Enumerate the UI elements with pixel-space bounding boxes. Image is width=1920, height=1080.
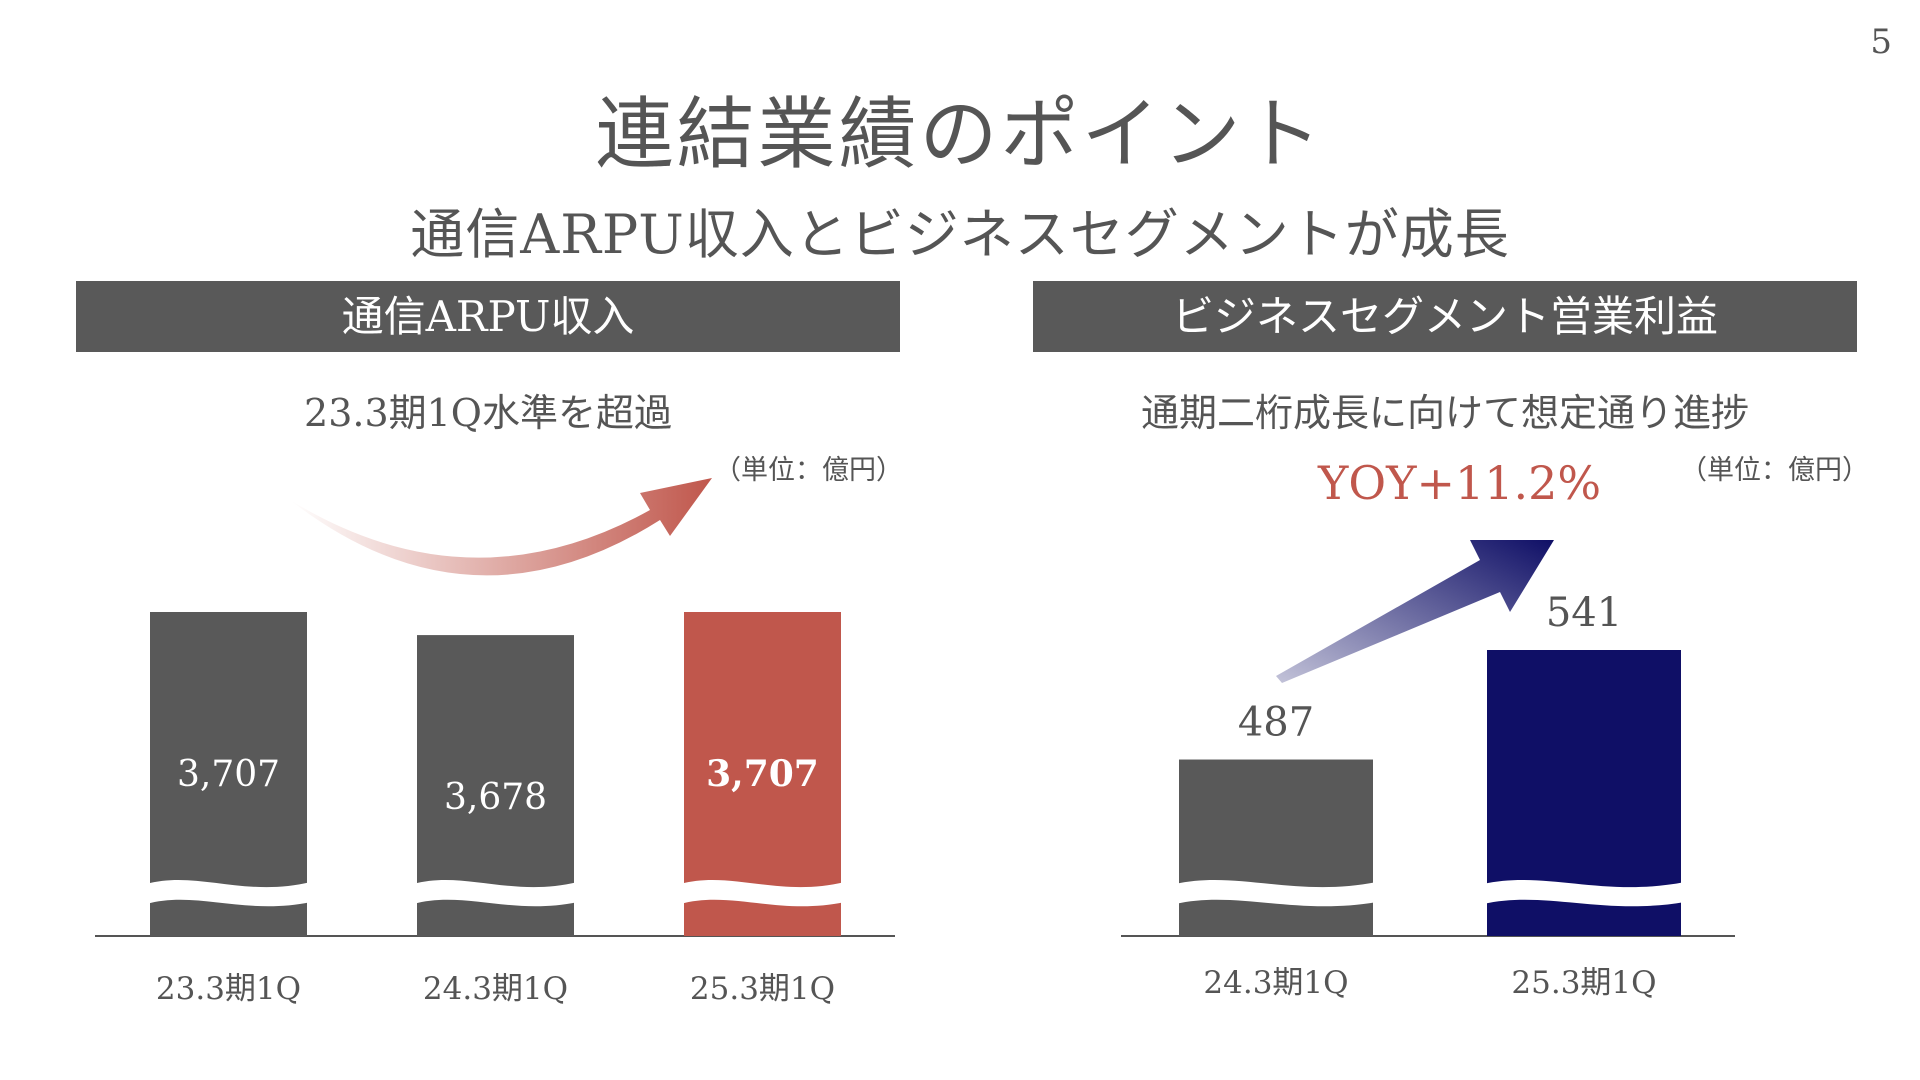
left-unit-label: （単位：億円）: [714, 455, 903, 486]
left-panel-subheading: 23.3期1Q水準を超過: [304, 391, 672, 435]
chart1-break-mark-0: [1175, 879, 1377, 907]
chart1-break-mark-1: [1483, 879, 1685, 907]
chart0-category-label-1: 24.3期1Q: [423, 971, 568, 1007]
page-number: 5: [1870, 22, 1892, 62]
chart0-value-label-1: 3,678: [444, 777, 547, 818]
slide-subtitle: 通信ARPU収入とビジネスセグメントが成長: [410, 203, 1510, 266]
chart1-value-label-0: 487: [1238, 700, 1314, 746]
right-panel-subheading: 通期二桁成長に向けて想定通り進捗: [1140, 391, 1749, 435]
chart0-category-label-2: 25.3期1Q: [690, 971, 835, 1007]
chart0-value-label-0: 3,707: [177, 754, 280, 795]
right-panel-header: ビジネスセグメント営業利益: [1033, 281, 1857, 352]
chart1-bar-0: [1179, 759, 1373, 936]
right-trend-arrow: [1276, 540, 1554, 683]
left-panel-header: 通信ARPU収入: [76, 281, 900, 352]
yoy-label: YOY+11.2%: [1318, 456, 1602, 510]
right-unit-label: （単位：億円）: [1680, 455, 1869, 486]
chart0-category-label-0: 23.3期1Q: [156, 971, 301, 1007]
left-chart: 3,707 23.3期1Q 3,678 24.3期1Q 3,707 25.3期1Q: [146, 612, 845, 1007]
chart1-value-label-1: 541: [1546, 590, 1622, 636]
chart0-value-label-2: 3,707: [706, 753, 819, 795]
chart1-category-label-0: 24.3期1Q: [1203, 965, 1348, 1001]
chart0-break-mark-0: [146, 879, 311, 907]
chart0-break-mark-2: [680, 879, 845, 907]
chart0-break-mark-1: [413, 879, 578, 907]
left-trend-arrow: [290, 478, 712, 576]
right-chart: 487 24.3期1Q 541 25.3期1Q: [1175, 590, 1685, 1001]
chart1-category-label-1: 25.3期1Q: [1511, 965, 1656, 1001]
slide-title: 連結業績のポイント: [595, 90, 1325, 180]
